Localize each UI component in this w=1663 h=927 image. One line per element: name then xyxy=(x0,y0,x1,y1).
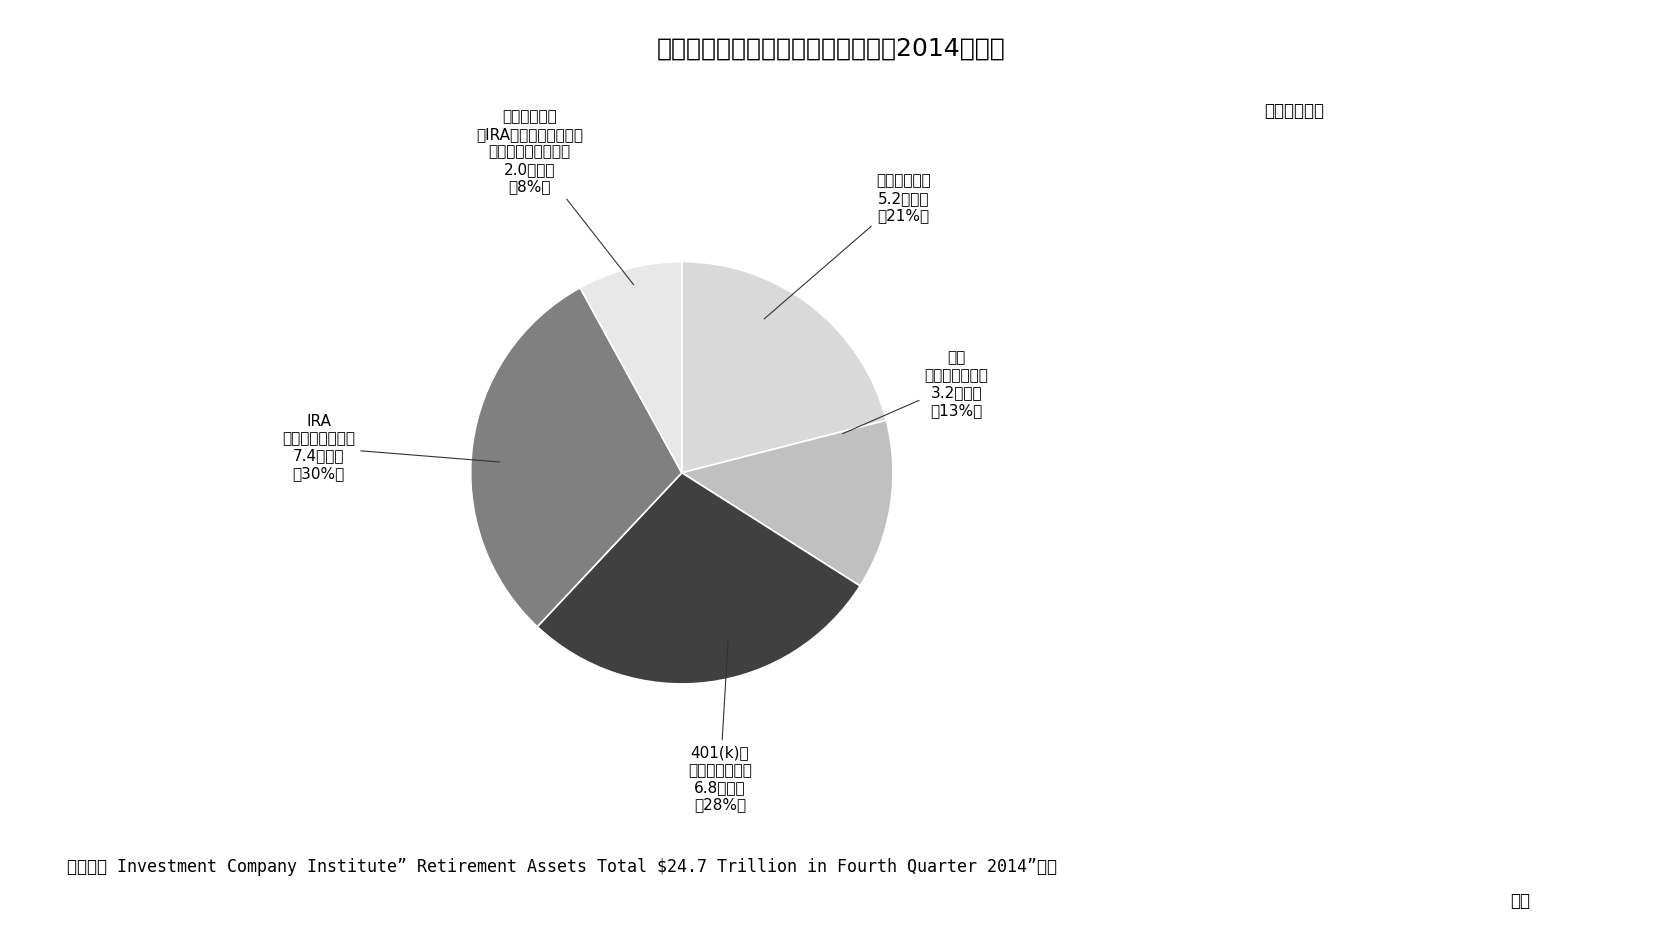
Text: 米国の退職貯蓄の残高および内訳（2014年末）: 米国の退職貯蓄の残高および内訳（2014年末） xyxy=(657,37,1006,61)
Wedge shape xyxy=(682,261,886,473)
Wedge shape xyxy=(580,261,682,473)
Wedge shape xyxy=(537,473,860,684)
Text: （資料） Investment Company Institute” Retirement Assets Total $24.7 Trillion in Fou: （資料） Investment Company Institute” Retir… xyxy=(67,857,1056,876)
Text: IRA
（個人退職勘定）
7.4兆ドル
（30%）: IRA （個人退職勘定） 7.4兆ドル （30%） xyxy=(283,413,499,481)
Text: （）内は占率: （）内は占率 xyxy=(1264,102,1324,121)
Wedge shape xyxy=(471,287,682,627)
Text: 民間
確定給付プラン
3.2兆ドル
（13%）: 民間 確定給付プラン 3.2兆ドル （13%） xyxy=(843,350,988,434)
Wedge shape xyxy=(682,420,893,586)
Text: 作成: 作成 xyxy=(1510,892,1530,910)
Text: 政府職員年金
5.2兆ドル
（21%）: 政府職員年金 5.2兆ドル （21%） xyxy=(765,173,931,319)
Text: 401(k)等
確定拠出プラン
6.8兆ドル
（28%）: 401(k)等 確定拠出プラン 6.8兆ドル （28%） xyxy=(688,641,752,813)
Text: 生保会社年金
（IRA等、税制適格プラ
ン内のものを除く）
2.0兆ドル
（8%）: 生保会社年金 （IRA等、税制適格プラ ン内のものを除く） 2.0兆ドル （8%… xyxy=(476,109,634,285)
